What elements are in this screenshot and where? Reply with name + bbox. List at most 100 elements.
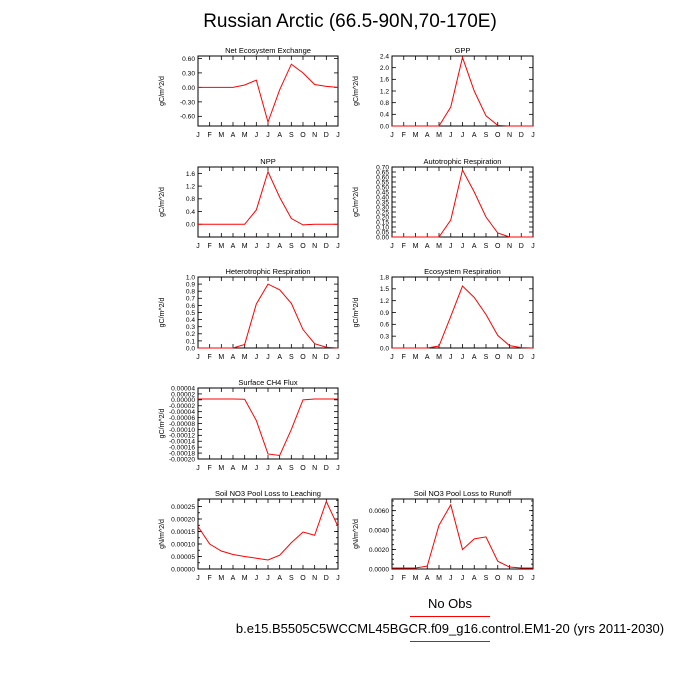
panel-title: NPP [260, 157, 275, 166]
y-tick-label: -0.00018 [169, 450, 195, 457]
y-tick-label: 0.00 [182, 85, 195, 92]
panel-title: Autotrophic Respiration [424, 157, 502, 166]
y-tick-label: -0.00002 [169, 403, 195, 410]
x-tick-label: A [277, 575, 282, 582]
x-tick-label: D [324, 465, 329, 472]
y-tick-label: 0.6 [380, 322, 389, 329]
x-tick-label: J [449, 354, 453, 361]
x-tick-label: F [208, 354, 212, 361]
x-tick-label: A [231, 132, 236, 139]
x-tick-label: A [425, 132, 430, 139]
panel-frame [197, 55, 339, 127]
x-tick-label: O [300, 575, 306, 582]
panel-frame [197, 276, 339, 349]
panel-title: Net Ecosystem Exchange [225, 46, 311, 55]
x-tick-label: S [289, 132, 294, 139]
x-tick-label: N [312, 465, 317, 472]
y-tick-label: 0.4 [186, 317, 195, 324]
x-tick-label: J [336, 132, 340, 139]
panel-frame [197, 166, 339, 238]
x-tick-label: J [336, 465, 340, 472]
y-tick-label: -0.00014 [169, 439, 195, 446]
y-axis-label: gN/m^2/d [353, 519, 360, 549]
y-tick-label: 0.70 [376, 164, 389, 171]
x-tick-label: S [289, 243, 294, 250]
x-tick-label: J [461, 132, 465, 139]
x-tick-label: A [277, 132, 282, 139]
series-line [197, 500, 339, 561]
x-tick-label: J [531, 132, 535, 139]
x-tick-label: D [519, 243, 524, 250]
x-tick-label: A [472, 354, 477, 361]
x-tick-label: J [255, 575, 259, 582]
x-tick-label: D [519, 354, 524, 361]
x-tick-label: F [402, 354, 406, 361]
y-tick-label: 0.9 [186, 282, 195, 289]
x-tick-label: F [402, 575, 406, 582]
x-tick-label: A [231, 575, 236, 582]
x-tick-label: A [231, 354, 236, 361]
x-tick-label: J [449, 243, 453, 250]
x-tick-label: O [300, 132, 306, 139]
y-axis-label: gC/m^2/d [159, 409, 166, 439]
y-tick-label: 0.9 [380, 310, 389, 317]
y-tick-label: -0.00010 [169, 427, 195, 434]
y-axis-label: gC/m^2/d [159, 298, 166, 328]
y-tick-label: 0.0 [380, 123, 389, 130]
y-tick-label: 0.20 [376, 214, 389, 221]
y-axis-label: gC/m^2/d [353, 187, 360, 217]
x-tick-label: M [242, 465, 248, 472]
y-tick-label: 0.00002 [171, 391, 195, 398]
x-tick-label: F [402, 243, 406, 250]
panel-5: Heterotrophic RespirationgC/m^2/d0.00.10… [159, 267, 340, 361]
x-tick-label: D [519, 575, 524, 582]
x-tick-label: F [208, 132, 212, 139]
x-tick-label: J [390, 575, 394, 582]
x-tick-label: J [461, 354, 465, 361]
x-tick-label: J [196, 465, 200, 472]
x-tick-label: J [461, 575, 465, 582]
page-title: Russian Arctic (66.5-90N,70-170E) [203, 11, 497, 32]
x-tick-label: J [390, 243, 394, 250]
x-tick-label: M [242, 354, 248, 361]
x-tick-label: M [218, 354, 224, 361]
x-tick-label: A [472, 243, 477, 250]
y-tick-label: 2.4 [380, 53, 389, 60]
y-tick-label: -0.60 [180, 114, 195, 121]
y-tick-label: 0.10 [376, 224, 389, 231]
x-tick-label: J [449, 132, 453, 139]
y-tick-label: 0.7 [186, 296, 195, 303]
panel-title: GPP [455, 46, 471, 55]
x-tick-label: F [208, 243, 212, 250]
x-tick-label: M [242, 132, 248, 139]
x-tick-label: O [300, 243, 306, 250]
y-tick-label: 0.5 [186, 310, 195, 317]
y-tick-label: -0.00020 [169, 456, 195, 463]
panel-4: Autotrophic RespirationgC/m^2/d0.000.050… [353, 157, 535, 250]
x-tick-label: F [208, 575, 212, 582]
series-line [198, 63, 339, 124]
y-tick-label: 0.1 [186, 338, 195, 345]
x-tick-label: J [255, 132, 259, 139]
x-tick-label: J [390, 132, 394, 139]
y-tick-label: 0.0020 [369, 547, 390, 554]
x-tick-label: S [289, 354, 294, 361]
series-line [392, 55, 533, 127]
y-tick-label: 0.8 [186, 289, 195, 296]
x-tick-label: M [218, 132, 224, 139]
y-tick-label: -0.00008 [169, 421, 195, 428]
x-tick-label: N [507, 243, 512, 250]
y-tick-label: 0.00000 [171, 566, 195, 573]
y-tick-label: 0.0 [186, 222, 195, 229]
x-tick-label: M [413, 354, 419, 361]
run-legend-label: b.e15.B5505C5WCCML45BGCR.f09_g16.control… [235, 621, 665, 636]
x-tick-label: J [196, 243, 200, 250]
x-tick-label: N [507, 354, 512, 361]
y-tick-label: 0.30 [376, 204, 389, 211]
x-tick-label: D [324, 575, 329, 582]
x-tick-label: M [413, 243, 419, 250]
y-tick-label: 1.8 [380, 274, 389, 281]
